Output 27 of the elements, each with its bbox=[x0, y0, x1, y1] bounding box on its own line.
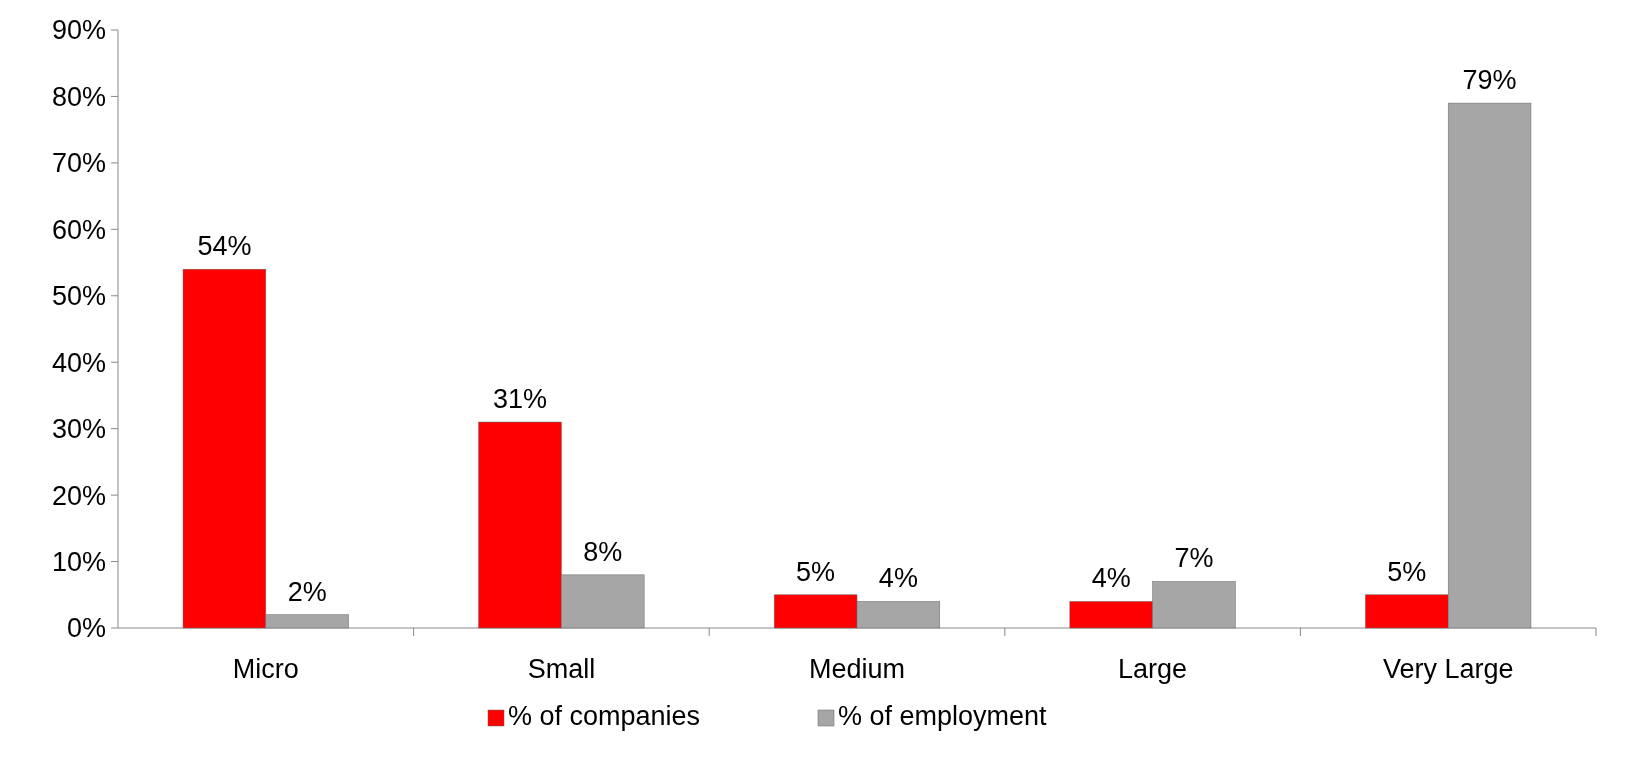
data-label: 54% bbox=[197, 231, 252, 262]
y-tick-label: 90% bbox=[51, 15, 106, 46]
y-tick-label: 10% bbox=[51, 547, 106, 578]
x-tick-label: Very Large bbox=[1382, 654, 1514, 684]
y-tick-label: 40% bbox=[51, 347, 106, 378]
data-label: 79% bbox=[1462, 65, 1517, 96]
y-tick-label: 60% bbox=[51, 214, 106, 245]
x-tick-label: Small bbox=[527, 654, 596, 684]
data-label: 4% bbox=[1091, 563, 1131, 594]
y-tick-label: 20% bbox=[51, 480, 106, 511]
data-label: 5% bbox=[796, 556, 836, 587]
y-tick-label: 0% bbox=[66, 613, 106, 644]
x-tick-label: Large bbox=[1118, 654, 1188, 684]
data-label: 31% bbox=[492, 384, 548, 415]
x-tick-label: Medium bbox=[808, 654, 906, 684]
data-label: 5% bbox=[1387, 556, 1427, 587]
data-label: 8% bbox=[583, 536, 623, 567]
legend-label: % of employment bbox=[838, 701, 1048, 731]
data-label: 7% bbox=[1174, 543, 1214, 574]
y-tick-label: 70% bbox=[51, 148, 106, 179]
y-tick-label: 30% bbox=[51, 414, 106, 445]
x-tick-label: Micro bbox=[232, 654, 299, 684]
y-tick-label: 80% bbox=[51, 81, 106, 112]
data-label: 2% bbox=[287, 576, 327, 607]
y-tick-label: 50% bbox=[51, 281, 106, 312]
data-label: 4% bbox=[878, 563, 918, 594]
legend-label: % of companies bbox=[508, 701, 701, 731]
